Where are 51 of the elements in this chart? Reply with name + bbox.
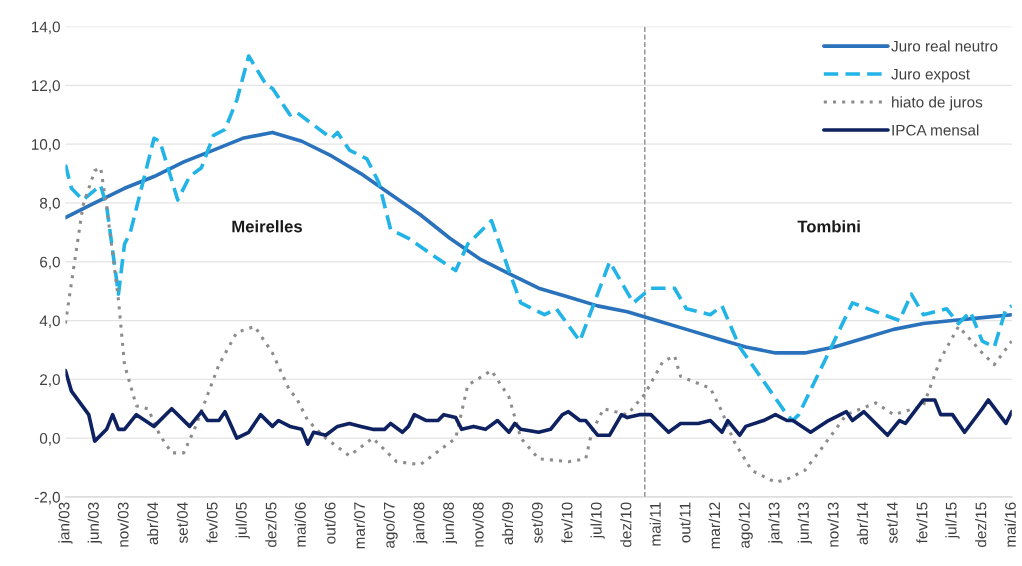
annotation: Meirelles bbox=[232, 220, 302, 233]
line-series bbox=[65, 368, 1012, 446]
line-series bbox=[65, 166, 1012, 484]
legend-label: Juro expost bbox=[891, 68, 970, 83]
x-tick-label: jan/08 bbox=[413, 502, 428, 544]
y-tick-label: 14,0 bbox=[31, 21, 60, 35]
x-tick-label: ago/07 bbox=[383, 502, 398, 548]
x-tick-label: dez/15 bbox=[975, 502, 987, 548]
x-tick-label: set/14 bbox=[886, 502, 898, 543]
x-tick-label: mai/11 bbox=[649, 502, 661, 546]
x-tick-label: jul/10 bbox=[590, 502, 605, 539]
x-tick-label: dez/05 bbox=[265, 502, 277, 548]
x-tick-label: jun/13 bbox=[797, 502, 812, 544]
y-tick-label: 10,0 bbox=[31, 139, 60, 152]
annotation: Tombini bbox=[797, 220, 860, 233]
x-tick-label: nov/08 bbox=[472, 502, 484, 547]
x-tick-label: nov/13 bbox=[827, 502, 839, 547]
x-tick-label: mar/12 bbox=[708, 502, 721, 549]
x-tick-label: fev/05 bbox=[206, 502, 218, 544]
x-tick-label: abr/04 bbox=[146, 502, 159, 545]
y-tick-label: 4,0 bbox=[39, 315, 60, 329]
x-tick-label: set/09 bbox=[531, 502, 543, 543]
x-tick-label: jun/08 bbox=[442, 502, 457, 544]
legend-label: Juro real neutro bbox=[891, 40, 998, 52]
x-tick-label: dez/10 bbox=[620, 502, 632, 548]
x-tick-label: abr/09 bbox=[501, 502, 514, 545]
x-tick-label: mai/16 bbox=[1004, 502, 1016, 547]
y-tick-label: 8,0 bbox=[39, 197, 60, 211]
legend-label: hiato de juros bbox=[892, 96, 983, 111]
x-tick-label: jan/13 bbox=[768, 502, 783, 544]
x-tick-label: out/11 bbox=[679, 502, 691, 543]
x-tick-label: mai/06 bbox=[294, 502, 306, 547]
x-tick-label: ago/12 bbox=[738, 502, 753, 548]
x-tick-label: abr/14 bbox=[856, 502, 868, 545]
x-tick-label: jan/03 bbox=[58, 502, 73, 544]
x-tick-label: out/06 bbox=[324, 502, 336, 544]
x-tick-label: jul/15 bbox=[945, 502, 960, 539]
x-tick-label: fev/10 bbox=[561, 502, 573, 544]
y-tick-label: 0,0 bbox=[39, 433, 60, 446]
y-tick-label: 2,0 bbox=[40, 374, 60, 387]
x-tick-label: fev/15 bbox=[916, 502, 928, 544]
y-tick-label: 12,0 bbox=[31, 80, 60, 93]
x-tick-label: jun/03 bbox=[87, 502, 102, 544]
x-tick-label: mar/07 bbox=[353, 502, 365, 549]
y-tick-label: 6,0 bbox=[40, 256, 60, 270]
x-tick-label: jul/05 bbox=[235, 502, 250, 539]
x-tick-label: set/04 bbox=[176, 502, 188, 543]
x-tick-label: nov/03 bbox=[117, 502, 129, 547]
y-tick-label: -2,0 bbox=[34, 491, 60, 505]
legend-label: IPCA mensal bbox=[892, 124, 979, 136]
line-series bbox=[65, 54, 1012, 423]
